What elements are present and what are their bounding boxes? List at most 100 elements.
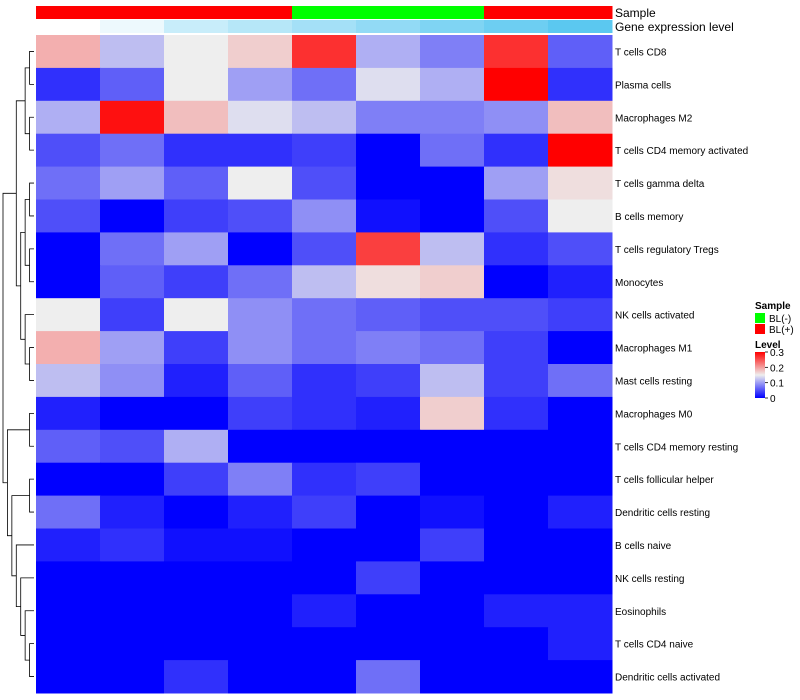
dendrogram-branch xyxy=(11,495,30,577)
row-label: T cells gamma delta xyxy=(615,179,705,190)
heatmap-cell xyxy=(548,199,613,233)
annotation-cell xyxy=(100,6,165,19)
dendrogram-branch xyxy=(29,643,34,677)
heatmap-cell xyxy=(548,561,613,595)
heatmap-cell xyxy=(292,528,357,562)
heatmap-cell xyxy=(548,495,613,529)
heatmap-cell xyxy=(100,495,165,529)
dendrogram-branch xyxy=(24,610,34,661)
heatmap-cell xyxy=(484,495,549,529)
heatmap-cell xyxy=(228,594,293,628)
heatmap-cell xyxy=(292,35,357,69)
heatmap-cell xyxy=(164,232,229,266)
heatmap-cell xyxy=(36,166,101,200)
heatmap-cell xyxy=(100,660,165,694)
heatmap-cell xyxy=(100,364,165,398)
heatmap-cell xyxy=(36,594,101,628)
row-label: T cells follicular helper xyxy=(615,475,714,486)
heatmap-cell xyxy=(292,298,357,332)
heatmap-cell xyxy=(36,133,101,168)
heatmap-cell xyxy=(228,232,293,266)
heatmap-cell xyxy=(228,627,293,661)
heatmap-cell xyxy=(228,396,293,431)
heatmap-cell xyxy=(36,67,101,102)
row-label: T cells CD8 xyxy=(615,47,667,58)
annotation-cell xyxy=(292,6,357,19)
dendrogram-branch xyxy=(29,182,34,217)
dendrogram-branch xyxy=(24,67,30,135)
row-label: Macrophages M0 xyxy=(615,409,693,420)
heatmap-cell xyxy=(292,462,357,497)
heatmap-cells xyxy=(36,35,613,694)
heatmap-cell xyxy=(484,429,549,464)
heatmap-cell xyxy=(356,265,421,299)
row-label: T cells regulatory Tregs xyxy=(615,245,719,256)
heatmap-cell xyxy=(420,462,485,497)
heatmap-cell xyxy=(164,660,229,694)
heatmap-cell xyxy=(420,133,485,168)
heatmap-cell xyxy=(420,166,485,200)
heatmap-cell xyxy=(228,265,293,299)
heatmap-cell xyxy=(420,495,485,529)
heatmap-cell xyxy=(548,265,613,299)
heatmap-cell xyxy=(420,331,485,365)
heatmap-cell xyxy=(356,396,421,431)
heatmap-cell xyxy=(420,561,485,595)
dendrogram-branch xyxy=(2,192,17,484)
annotation-label-gene-expression-level: Gene expression level xyxy=(615,20,734,34)
row-label: NK cells resting xyxy=(615,574,684,585)
legend-tick-label: 0.3 xyxy=(770,348,784,359)
annotation-cell xyxy=(228,6,293,19)
dendrogram-branch xyxy=(15,544,34,608)
heatmap-cell xyxy=(420,199,485,233)
heatmap-cell xyxy=(356,166,421,200)
heatmap-cell xyxy=(356,298,421,332)
heatmap-cell xyxy=(100,429,165,464)
row-label: Mast cells resting xyxy=(615,376,692,387)
heatmap-cell xyxy=(484,660,549,694)
row-label: T cells CD4 memory activated xyxy=(615,146,748,157)
heatmap-cell xyxy=(164,100,229,135)
dendrogram-branch xyxy=(29,51,34,85)
row-dendrogram xyxy=(2,51,34,677)
heatmap-cell xyxy=(548,67,613,102)
heatmap-cell xyxy=(228,364,293,398)
heatmap-cell xyxy=(548,396,613,431)
heatmap-cell xyxy=(548,594,613,628)
heatmap-cell xyxy=(292,133,357,168)
row-label: T cells CD4 naive xyxy=(615,640,694,651)
heatmap-cell xyxy=(484,396,549,431)
heatmap-cell xyxy=(292,265,357,299)
heatmap-cell xyxy=(164,298,229,332)
legend-tick-label: 0.2 xyxy=(770,363,784,374)
heatmap-cell xyxy=(420,35,485,69)
dendrogram-branch xyxy=(29,116,34,151)
heatmap-cell xyxy=(356,594,421,628)
heatmap-cell xyxy=(356,232,421,266)
heatmap-cell xyxy=(420,298,485,332)
heatmap-cell xyxy=(164,67,229,102)
heatmap-cell xyxy=(164,561,229,595)
heatmap-cell xyxy=(100,331,165,365)
heatmap-cell xyxy=(356,429,421,464)
heatmap-cell xyxy=(100,67,165,102)
annotation-cell xyxy=(36,6,101,19)
heatmap-cell xyxy=(36,561,101,595)
heatmap-cell xyxy=(420,594,485,628)
heatmap-cell xyxy=(36,495,101,529)
row-label: Eosinophils xyxy=(615,607,666,618)
annotation-cell xyxy=(100,20,165,33)
heatmap-cell xyxy=(420,528,485,562)
row-label: B cells naive xyxy=(615,541,672,552)
heatmap-cell xyxy=(548,627,613,661)
heatmap-cell xyxy=(228,67,293,102)
heatmap-cell xyxy=(292,67,357,102)
column-annotations: Sample Gene expression level xyxy=(36,6,734,34)
heatmap-cell xyxy=(420,100,485,135)
heatmap-cell xyxy=(420,396,485,431)
heatmap-cell xyxy=(228,528,293,562)
heatmap-cell xyxy=(292,100,357,135)
heatmap-cell xyxy=(36,199,101,233)
legend-color-bar xyxy=(755,352,765,398)
